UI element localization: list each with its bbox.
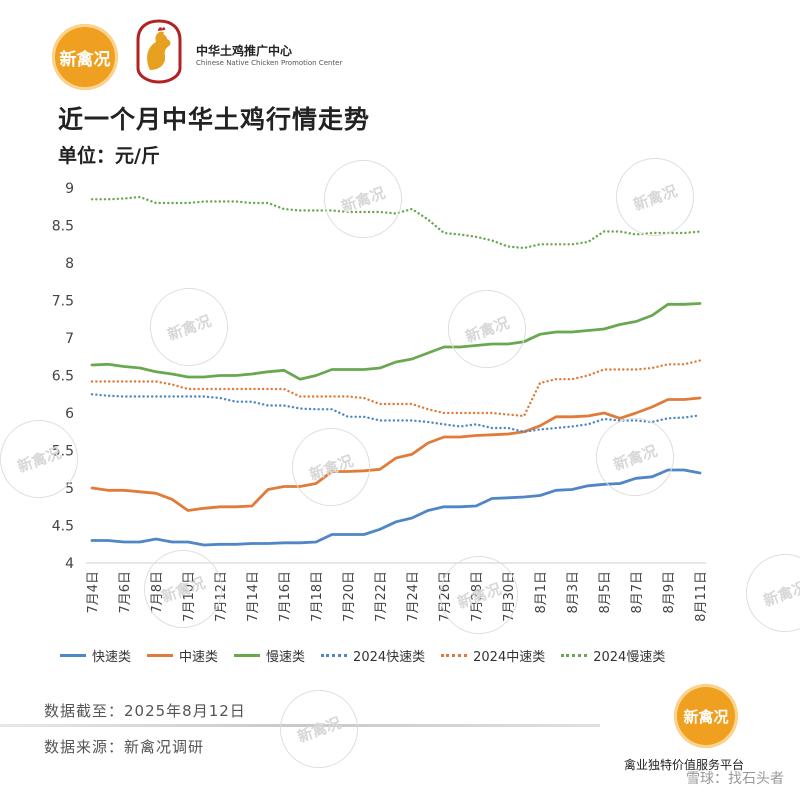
y-tick-label: 6.5 <box>52 369 74 385</box>
legend-swatch <box>441 654 468 657</box>
legend-label: 慢速类 <box>266 650 306 665</box>
series-line-2024中速类 <box>90 359 702 418</box>
legend-swatch <box>147 654 174 657</box>
watermark-stamp: 新禽况 <box>269 679 369 779</box>
legend-item: 2024快速类 <box>321 646 425 665</box>
y-tick-label: 9 <box>65 181 74 197</box>
x-tick-label: 7月22日 <box>374 571 389 622</box>
y-tick-label: 5 <box>65 481 74 497</box>
y-tick-label: 8 <box>65 256 74 272</box>
x-tick-label: 7月24日 <box>406 571 421 622</box>
x-tick-label: 7月10日 <box>182 571 197 622</box>
org-name-cn: 中华土鸡推广中心 <box>196 44 293 58</box>
x-tick-label: 7月26日 <box>438 571 453 622</box>
brand-tagline: 禽业独特价值服务平台 <box>624 758 745 772</box>
series-line-2024快速类 <box>90 393 702 433</box>
platform-watermark: 雪球：找石头者 <box>686 771 784 787</box>
x-tick-label: 7月6日 <box>118 571 133 614</box>
y-tick-label: 4 <box>65 556 74 572</box>
x-tick-label: 7月4日 <box>86 571 101 614</box>
series-line-快速类 <box>90 468 702 547</box>
legend-item: 慢速类 <box>234 646 305 665</box>
x-tick-label: 8月1日 <box>534 571 549 614</box>
x-tick-label: 8月3日 <box>566 571 581 614</box>
chart-title: 近一个月中华土鸡行情走势 <box>58 105 371 134</box>
legend-swatch <box>234 654 261 657</box>
data-source: 数据来源：新禽况调研 <box>44 738 205 756</box>
org-name-en: Chinese Native Chicken Promotion Center <box>196 59 343 67</box>
x-tick-label: 8月11日 <box>694 571 709 622</box>
legend-label: 快速类 <box>92 650 132 665</box>
x-tick-label: 8月7日 <box>630 571 645 614</box>
legend-label: 2024中速类 <box>473 650 546 665</box>
x-tick-label: 7月28日 <box>470 571 485 622</box>
x-tick-label: 7月12日 <box>214 571 229 622</box>
legend-item: 2024慢速类 <box>561 646 665 665</box>
y-tick-label: 8.5 <box>52 219 74 235</box>
x-tick-label: 8月5日 <box>598 571 613 614</box>
x-tick-label: 7月14日 <box>246 571 261 622</box>
x-tick-label: 7月16日 <box>278 571 293 622</box>
line-chart: 4 4.5 5 5.5 6 6.5 7 7.5 8 8.5 9 7月4日 7月6日 7月8日 7月10日 7月… <box>52 181 709 622</box>
x-tick-label: 8月9日 <box>662 571 677 614</box>
legend-item: 快速类 <box>60 646 131 665</box>
series-line-2024慢速类 <box>90 195 702 250</box>
x-tick-label: 7月18日 <box>310 571 325 622</box>
x-tick-label: 7月8日 <box>150 571 165 614</box>
legend-item: 2024中速类 <box>441 646 545 665</box>
y-tick-label: 5.5 <box>52 444 74 460</box>
footer-divider <box>0 724 600 727</box>
unit-label: 单位：元/斤 <box>58 145 160 167</box>
data-cutoff-date: 数据截至：2025年8月12日 <box>44 702 246 720</box>
series-line-中速类 <box>90 396 702 512</box>
legend-swatch <box>321 654 348 657</box>
chart-legend: 快速类 中速类 慢速类 2024快速类 2024中速类 2024慢速类 <box>60 646 760 665</box>
xinqinkuang-logo: 新禽况 <box>52 24 118 90</box>
legend-label: 中速类 <box>179 650 219 665</box>
legend-label: 2024快速类 <box>353 650 426 665</box>
legend-swatch <box>60 654 86 657</box>
legend-swatch <box>561 654 588 657</box>
y-tick-label: 7.5 <box>52 294 74 310</box>
y-tick-label: 4.5 <box>52 519 74 535</box>
xinqinkuang-logo-bottom: 新禽况 <box>674 684 738 748</box>
legend-item: 中速类 <box>147 646 218 665</box>
x-tick-label: 7月30日 <box>502 571 517 622</box>
legend-label: 2024慢速类 <box>593 650 666 665</box>
y-tick-label: 7 <box>65 331 74 347</box>
rooster-emblem-icon <box>136 19 182 84</box>
x-tick-label: 7月20日 <box>342 571 357 622</box>
y-tick-label: 6 <box>65 406 74 422</box>
series-line-慢速类 <box>90 302 702 381</box>
